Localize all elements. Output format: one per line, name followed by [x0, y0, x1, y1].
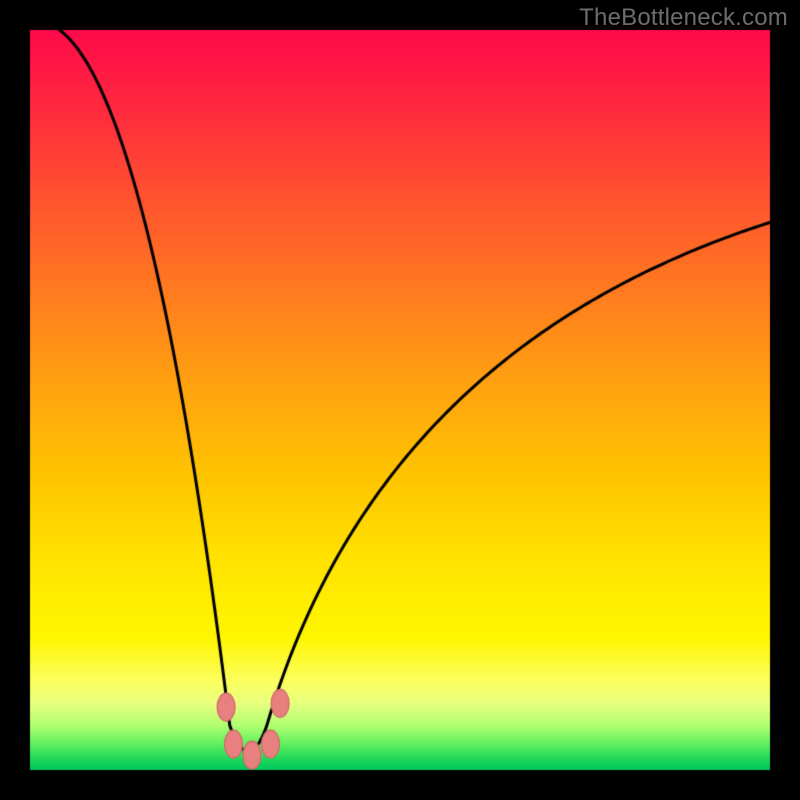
bottleneck-curve-chart — [0, 0, 800, 800]
chart-stage: TheBottleneck.com — [0, 0, 800, 800]
watermark-text: TheBottleneck.com — [579, 4, 788, 32]
